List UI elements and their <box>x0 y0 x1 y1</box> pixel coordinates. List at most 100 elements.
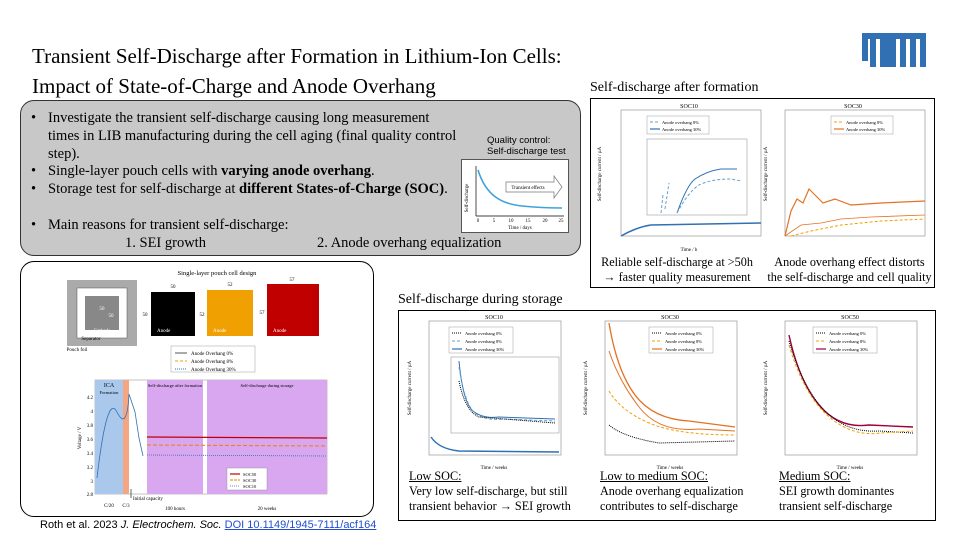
formation-xlabel-left: Time / h <box>681 248 698 253</box>
slide-title-line-2: Impact of State-of-Charge and Anode Over… <box>32 74 436 98</box>
caption-line: SEI growth dominantes <box>779 484 895 498</box>
caption-line: transient self-discharge <box>779 499 893 513</box>
storage-section-heading: Self-discharge during storage <box>398 292 563 307</box>
dim-label: 57 <box>290 278 296 283</box>
cell-design-figure: Single-layer pouch cell design 50 50 Cat… <box>67 270 328 512</box>
qc-xtick: 0 <box>477 219 480 224</box>
formation-caption-left: Reliable self-discharge at >50h → faster… <box>591 255 763 285</box>
voltage-yticks: 4.2 4 3.8 3.6 3.4 3.2 3 2.8 <box>87 396 94 498</box>
phase-label: ICA <box>104 383 115 389</box>
legend-label: Anode overhang 8% <box>465 339 502 344</box>
citation: Roth et al. 2023 J. Electrochem. Soc. DO… <box>40 519 376 531</box>
legend-label: Anode Overhang 0% <box>191 352 233 357</box>
reason-anode-overhang: 2. Anode overhang equalization <box>317 235 502 251</box>
legend-label: Anode overhang 30% <box>665 347 704 352</box>
legend-label: Anode overhang 30% <box>829 347 868 352</box>
formation-charts: SOC10 Self-discharge current / µA Time /… <box>598 104 926 253</box>
bullet-bold-text: different States-of-Charge (SOC) <box>239 181 445 197</box>
formation-soc30-series30 <box>784 187 926 237</box>
anode-label: Anode <box>273 329 287 334</box>
caption-line: Very low self-discharge, but still <box>409 484 568 498</box>
bullet-bold-text: varying anode overhang <box>221 163 371 179</box>
citation-doi-link[interactable]: DOI 10.1149/1945-7111/acf164 <box>224 519 377 531</box>
xlabel: C/3 <box>122 504 130 509</box>
legend-label: Anode overhang 8% <box>662 120 699 125</box>
bullet-text: Single-layer pouch cells with <box>48 163 222 179</box>
ytick: 4 <box>91 410 94 415</box>
soc50-line <box>146 436 328 439</box>
formation-soc30-series8 <box>790 218 926 237</box>
bullet-main-reasons-text: Main reasons for transient self-discharg… <box>48 217 289 233</box>
legend-label: Anode Overhang 30% <box>191 368 236 373</box>
storage-xlabel: Time / weeks <box>657 466 684 471</box>
bullet-investigate-text: Investigate the transient self-discharge… <box>48 110 457 162</box>
separator-label: Separator <box>81 337 100 342</box>
dim-label: 50 <box>109 314 115 319</box>
dim-label: 50 <box>100 307 106 312</box>
qc-inset-heading: Quality control: Self-discharge test <box>487 135 566 157</box>
bullet-main-reasons: • Main reasons for transient self-discha… <box>31 217 289 233</box>
bullet-text: . <box>444 181 448 197</box>
legend-label: SOC10 <box>243 484 257 489</box>
cell-design-title: Single-layer pouch cell design <box>178 270 258 277</box>
formation-soc10-zoom-inset <box>646 138 748 216</box>
ytick: 3.6 <box>87 438 94 443</box>
pouch-label: Pouch foil <box>67 348 88 353</box>
caption-line: Reliable self-discharge at >50h <box>601 255 753 269</box>
storage-ylabel: Self-discharge current / µA <box>408 360 413 415</box>
storage-soc30-title: SOC30 <box>661 315 679 321</box>
phase-ica-band <box>95 380 123 494</box>
summary-panel: • Investigate the transient self-dischar… <box>20 100 581 256</box>
caption-line: the self-discharge and cell quality <box>767 270 932 284</box>
bullet-single-layer: • Single-layer pouch cells with varying … <box>31 163 375 179</box>
dim-label: 57 <box>260 311 266 316</box>
caption-head: Medium SOC: <box>779 469 851 483</box>
dim-label: 52 <box>228 283 234 288</box>
storage-soc10-title: SOC10 <box>485 315 503 321</box>
formation-caption-right: Anode overhang effect distorts the self-… <box>763 255 936 285</box>
anode-label: Anode <box>213 329 227 334</box>
caption-line: Anode overhang equalization <box>600 484 744 498</box>
legend-label: Anode overhang 30% <box>846 127 885 132</box>
dim-label: 52 <box>200 313 206 318</box>
dim-label: 50 <box>171 285 177 290</box>
qc-transient-arrow <box>505 174 563 200</box>
qc-arrow-label: Transient effects <box>511 186 544 191</box>
storage-caption-soc50: Medium SOC: SEI growth dominantes transi… <box>779 469 929 514</box>
ytick: 3.4 <box>87 452 94 457</box>
overhang-legend <box>170 345 256 373</box>
phase-formation-band <box>123 380 129 494</box>
anode-0-shape <box>151 292 195 336</box>
bullet-text: Storage test for self-discharge at <box>48 181 239 197</box>
storage-caption-soc30: Low to medium SOC: Anode overhang equali… <box>600 469 770 514</box>
voltage-xlabels: C/20 C/3 100 hours 20 weeks <box>104 504 276 512</box>
qc-xtick: 5 <box>493 219 496 224</box>
legend-label: SOC30 <box>243 478 257 483</box>
ytick: 3.8 <box>87 424 94 429</box>
reason-sei-growth: 1. SEI growth <box>125 235 206 251</box>
xlabel: 20 weeks <box>258 507 277 512</box>
ytick: 3 <box>91 480 94 485</box>
qc-xticks: 0 5 10 15 20 25 <box>477 219 564 224</box>
storage-figure-box: SOC10 Self-discharge current / µA Time /… <box>398 310 936 521</box>
legend-label: Anode overhang 0% <box>665 331 702 336</box>
cell-design-panel: Single-layer pouch cell design 50 50 Cat… <box>20 261 374 517</box>
ytick: 2.8 <box>87 493 94 498</box>
formation-soc10-legend <box>646 115 710 135</box>
storage-charts: SOC10 Self-discharge current / µA Time /… <box>408 315 918 471</box>
legend-label: Anode Overhang 8% <box>191 360 233 365</box>
slide-title-line-1: Transient Self-Discharge after Formation… <box>32 44 562 68</box>
bullet-storage-test: • Storage test for self-discharge at dif… <box>31 181 448 197</box>
caption-head: Low SOC: <box>409 469 462 483</box>
formation-soc30-legend <box>830 115 894 135</box>
tum-logo <box>862 33 926 67</box>
formation-section-heading: Self-discharge after formation <box>590 80 759 95</box>
caption-head: Low to medium SOC: <box>600 469 708 483</box>
formation-soc30-title: SOC30 <box>844 104 862 110</box>
initial-capacity-label: Initial capacity <box>133 497 163 502</box>
formation-soc10-title: SOC10 <box>680 104 698 110</box>
qc-xtick: 25 <box>559 219 565 224</box>
anode-30-shape <box>267 284 319 336</box>
legend-label: Anode overhang 8% <box>846 120 883 125</box>
